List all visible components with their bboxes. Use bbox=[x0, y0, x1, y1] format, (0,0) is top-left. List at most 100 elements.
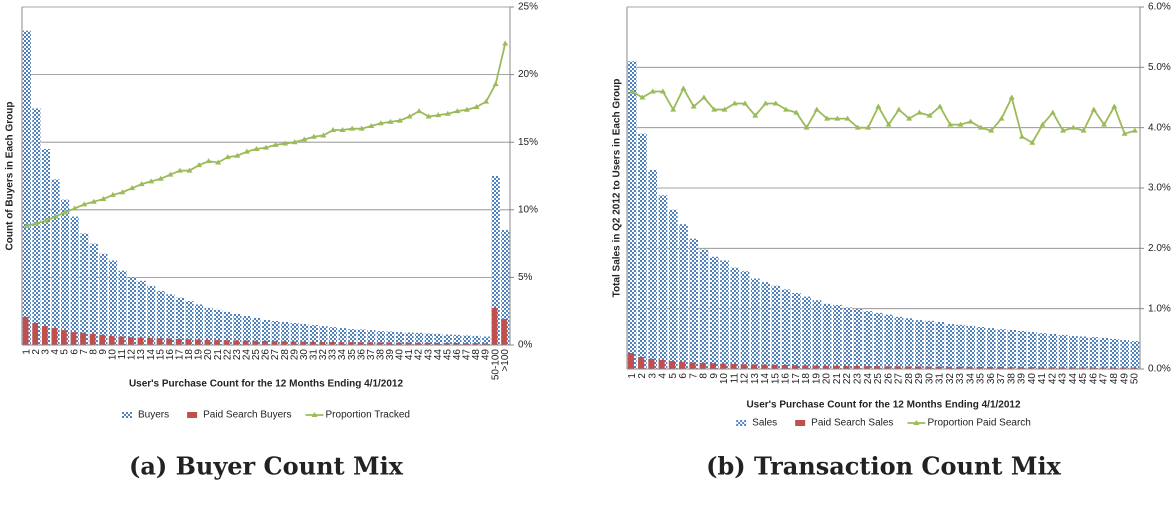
x-tick-label: 39 bbox=[385, 349, 396, 361]
x-tick-label: 37 bbox=[996, 373, 1007, 385]
legend-item: Proportion Paid Search bbox=[907, 418, 1031, 429]
bar bbox=[1007, 329, 1017, 369]
x-tick-label: 41 bbox=[1037, 373, 1048, 385]
x-tick-label: 42 bbox=[414, 349, 425, 361]
legend-swatch bbox=[121, 412, 132, 418]
marker bbox=[454, 108, 461, 114]
bar bbox=[709, 363, 717, 369]
x-tick-label: 20 bbox=[822, 373, 833, 385]
x-tick-label: 47 bbox=[462, 349, 473, 361]
bar bbox=[1058, 367, 1065, 369]
legend-label: Buyers bbox=[138, 410, 169, 421]
bar bbox=[482, 343, 488, 345]
x-tick-label: 19 bbox=[811, 373, 822, 385]
bar bbox=[185, 301, 194, 345]
bar bbox=[424, 342, 431, 345]
marker bbox=[741, 100, 748, 106]
x-tick-label: 19 bbox=[194, 349, 205, 361]
marker bbox=[629, 88, 636, 94]
bar bbox=[956, 366, 963, 369]
bar bbox=[386, 331, 395, 345]
bar bbox=[233, 313, 242, 345]
bar bbox=[1017, 367, 1024, 369]
x-tick-label: 36 bbox=[986, 373, 997, 385]
legend-label: Paid Search Buyers bbox=[203, 410, 291, 421]
bar bbox=[261, 340, 268, 345]
marker bbox=[793, 109, 800, 115]
bar bbox=[884, 314, 894, 369]
x-tick-label: 4 bbox=[50, 349, 61, 355]
legend-label: Paid Search Sales bbox=[811, 418, 893, 429]
legend-item: Paid Search Sales bbox=[795, 418, 893, 429]
x-tick-label: 50-100 bbox=[490, 349, 501, 381]
marker bbox=[834, 115, 841, 121]
bar bbox=[271, 341, 278, 345]
marker bbox=[1131, 127, 1138, 133]
bar bbox=[781, 365, 788, 369]
marker bbox=[803, 124, 810, 130]
bar bbox=[204, 307, 213, 345]
bar bbox=[367, 342, 373, 345]
marker bbox=[865, 124, 872, 130]
marker bbox=[339, 127, 346, 133]
x-tick-label: 12 bbox=[127, 349, 138, 361]
bar bbox=[89, 333, 96, 345]
bar bbox=[348, 329, 357, 345]
y2-tick-label: 2.0% bbox=[1148, 243, 1171, 254]
marker bbox=[916, 109, 923, 115]
bar bbox=[750, 278, 760, 369]
marker bbox=[148, 178, 155, 184]
marker bbox=[752, 112, 759, 118]
x-tick-label: 30 bbox=[299, 349, 310, 361]
marker bbox=[1080, 127, 1087, 133]
x-tick-label: 17 bbox=[175, 349, 186, 361]
marker bbox=[406, 113, 413, 119]
bar bbox=[1130, 341, 1140, 369]
bar bbox=[166, 294, 175, 345]
bar bbox=[482, 336, 491, 345]
x-tick-label: 7 bbox=[79, 349, 90, 355]
bar bbox=[1069, 367, 1076, 369]
marker bbox=[310, 133, 317, 139]
bar bbox=[118, 270, 127, 345]
x-tick-label: 27 bbox=[894, 373, 905, 385]
marker bbox=[109, 191, 116, 197]
bar bbox=[668, 209, 678, 369]
bar bbox=[709, 256, 719, 369]
x-tick-label: 18 bbox=[184, 349, 195, 361]
bar bbox=[997, 367, 1004, 369]
bar bbox=[242, 340, 249, 345]
x-tick-label: 16 bbox=[781, 373, 792, 385]
bar bbox=[915, 320, 924, 369]
x-tick-label: 44 bbox=[433, 349, 444, 361]
bar bbox=[638, 357, 645, 369]
bar bbox=[1007, 367, 1014, 369]
marker bbox=[205, 158, 212, 164]
x-tick-label: 41 bbox=[404, 349, 415, 361]
x-tick-label: 20 bbox=[203, 349, 214, 361]
bar bbox=[1038, 333, 1047, 369]
bar bbox=[118, 336, 125, 345]
y2-tick-label: 15% bbox=[518, 137, 538, 148]
bar bbox=[945, 366, 953, 369]
x-tick-label: 24 bbox=[863, 373, 874, 385]
bar bbox=[319, 341, 326, 345]
bar bbox=[894, 366, 901, 369]
x-tick-label: 45 bbox=[442, 349, 453, 361]
bar bbox=[137, 337, 144, 345]
bar bbox=[261, 319, 271, 345]
bar bbox=[290, 323, 299, 345]
bar bbox=[51, 179, 60, 345]
bar bbox=[658, 195, 668, 369]
marker bbox=[138, 181, 145, 187]
x-tick-label: 5 bbox=[668, 373, 679, 379]
marker bbox=[680, 85, 687, 91]
bar bbox=[1079, 367, 1086, 369]
bar bbox=[822, 365, 829, 369]
legend-label: Proportion Paid Search bbox=[927, 418, 1030, 429]
bar bbox=[453, 342, 460, 345]
bar bbox=[328, 341, 335, 345]
marker bbox=[926, 112, 933, 118]
y2-tick-label: 10% bbox=[518, 204, 538, 215]
x-tick-label: 13 bbox=[750, 373, 761, 385]
